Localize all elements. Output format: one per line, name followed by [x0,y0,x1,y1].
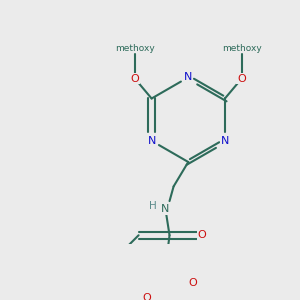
Text: methoxy: methoxy [115,44,155,53]
Text: H: H [148,201,156,211]
Text: O: O [130,74,139,83]
Text: N: N [161,204,170,214]
Text: O: O [198,230,206,240]
Text: N: N [147,136,156,146]
Text: O: O [189,278,197,288]
Text: N: N [184,72,192,82]
Text: O: O [142,293,151,300]
Text: N: N [221,136,229,146]
Text: O: O [237,74,246,83]
Text: methoxy: methoxy [222,44,262,53]
